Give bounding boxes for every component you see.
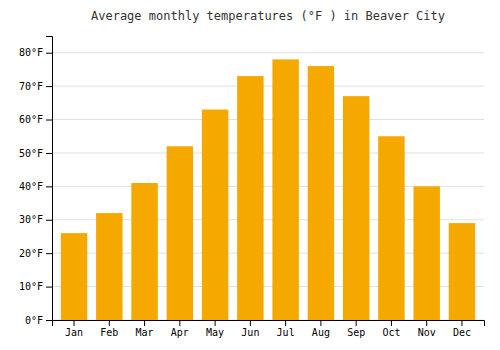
grid-line (52, 52, 484, 53)
y-tick-label: 50°F (19, 148, 43, 159)
x-tick: Jun (241, 320, 259, 338)
x-tick-label: Sep (347, 327, 365, 338)
x-tick: Jul (277, 320, 295, 338)
y-tick-label: 20°F (19, 248, 43, 259)
x-tick: Sep (347, 320, 365, 338)
bar (202, 110, 228, 320)
x-tick-label: Oct (382, 327, 400, 338)
x-tick-label: Aug (312, 327, 330, 338)
bar (378, 136, 404, 320)
x-tick-label: Jun (241, 327, 259, 338)
x-tick: Nov (418, 320, 436, 338)
x-tick: May (206, 320, 224, 338)
x-tick: Dec (453, 320, 471, 338)
x-tick-mark (250, 320, 251, 326)
chart-svg: 0°F 10°F 20°F 30°F 40°F 50°F 60°F 70°F 80°F Jan Fe… (0, 0, 500, 350)
x-tick-label: Jul (277, 327, 295, 338)
x-tick-mark (391, 320, 392, 326)
x-tick-mark (109, 320, 110, 326)
grid-line (52, 152, 484, 153)
bar (413, 186, 439, 320)
y-tick-mark (46, 287, 52, 288)
y-tick-label: 60°F (19, 114, 43, 125)
y-tick-mark (46, 253, 52, 254)
y-tick-mark (46, 120, 52, 121)
x-tick-label: Jan (65, 327, 83, 338)
y-tick-label: 80°F (19, 47, 43, 58)
chart-container: 0°F 10°F 20°F 30°F 40°F 50°F 60°F 70°F 80°F Jan Fe… (0, 0, 500, 350)
x-tick-mark (461, 320, 462, 326)
y-tick-mark (46, 153, 52, 154)
x-tick: Apr (171, 320, 189, 338)
y-tick: 80°F (19, 47, 52, 58)
bars (61, 59, 475, 320)
y-tick-mark (46, 86, 52, 87)
x-tick-label: Dec (453, 327, 471, 338)
y-tick: 40°F (19, 181, 52, 192)
y-tick: 0°F (25, 315, 52, 326)
x-tick-mark (74, 320, 75, 326)
y-tick: 60°F (19, 114, 52, 125)
x-tick-mark (356, 320, 357, 326)
y-tick-mark (46, 53, 52, 54)
bar (449, 223, 475, 320)
y-tick-label: 0°F (25, 315, 43, 326)
y-tick: 30°F (19, 214, 52, 225)
y-tick: 10°F (19, 281, 52, 292)
bar (272, 59, 298, 320)
y-tick-label: 70°F (19, 81, 43, 92)
bar (61, 233, 87, 320)
x-tick-label: Feb (100, 327, 118, 338)
x-tick: Aug (312, 320, 330, 338)
bar (343, 96, 369, 320)
x-tick-mark (179, 320, 180, 326)
y-tick-mark (46, 320, 52, 321)
x-tick-label: Apr (171, 327, 189, 338)
x-tick-label: Nov (418, 327, 436, 338)
plot-area: 0°F 10°F 20°F 30°F 40°F 50°F 60°F 70°F 80°F Jan Fe… (19, 37, 485, 339)
bar (167, 146, 193, 320)
x-tick: Oct (382, 320, 400, 338)
bar (308, 66, 334, 320)
x-tick-mark (320, 320, 321, 326)
x-tick-label: Mar (136, 327, 154, 338)
x-tick: Mar (136, 320, 154, 338)
y-tick-mark (46, 220, 52, 221)
y-tick: 70°F (19, 81, 52, 92)
x-axis: Jan Feb Mar Apr May Jun Jul Aug Sep Oct Nov Dec (53, 320, 485, 338)
x-tick-mark (215, 320, 216, 326)
x-tick-mark (144, 320, 145, 326)
x-tick: Jan (65, 320, 83, 338)
bar (131, 183, 157, 320)
grid-line (52, 86, 484, 87)
y-tick-label: 10°F (19, 281, 43, 292)
y-axis-line (46, 37, 53, 321)
grid-line (52, 119, 484, 120)
x-tick: Feb (100, 320, 118, 338)
bar (96, 213, 122, 320)
y-tick-label: 40°F (19, 181, 43, 192)
x-axis-line (53, 321, 485, 327)
y-tick-mark (46, 186, 52, 187)
title: Average monthly temperatures (°F ) in Be… (91, 9, 445, 23)
y-tick-label: 30°F (19, 214, 43, 225)
x-tick-mark (426, 320, 427, 326)
y-tick: 50°F (19, 148, 52, 159)
bar (237, 76, 263, 320)
y-tick: 20°F (19, 248, 52, 259)
y-axis: 0°F 10°F 20°F 30°F 40°F 50°F 60°F 70°F 80°F (19, 37, 53, 326)
grid (52, 53, 484, 320)
x-tick-label: May (206, 327, 224, 338)
x-tick-mark (285, 320, 286, 326)
